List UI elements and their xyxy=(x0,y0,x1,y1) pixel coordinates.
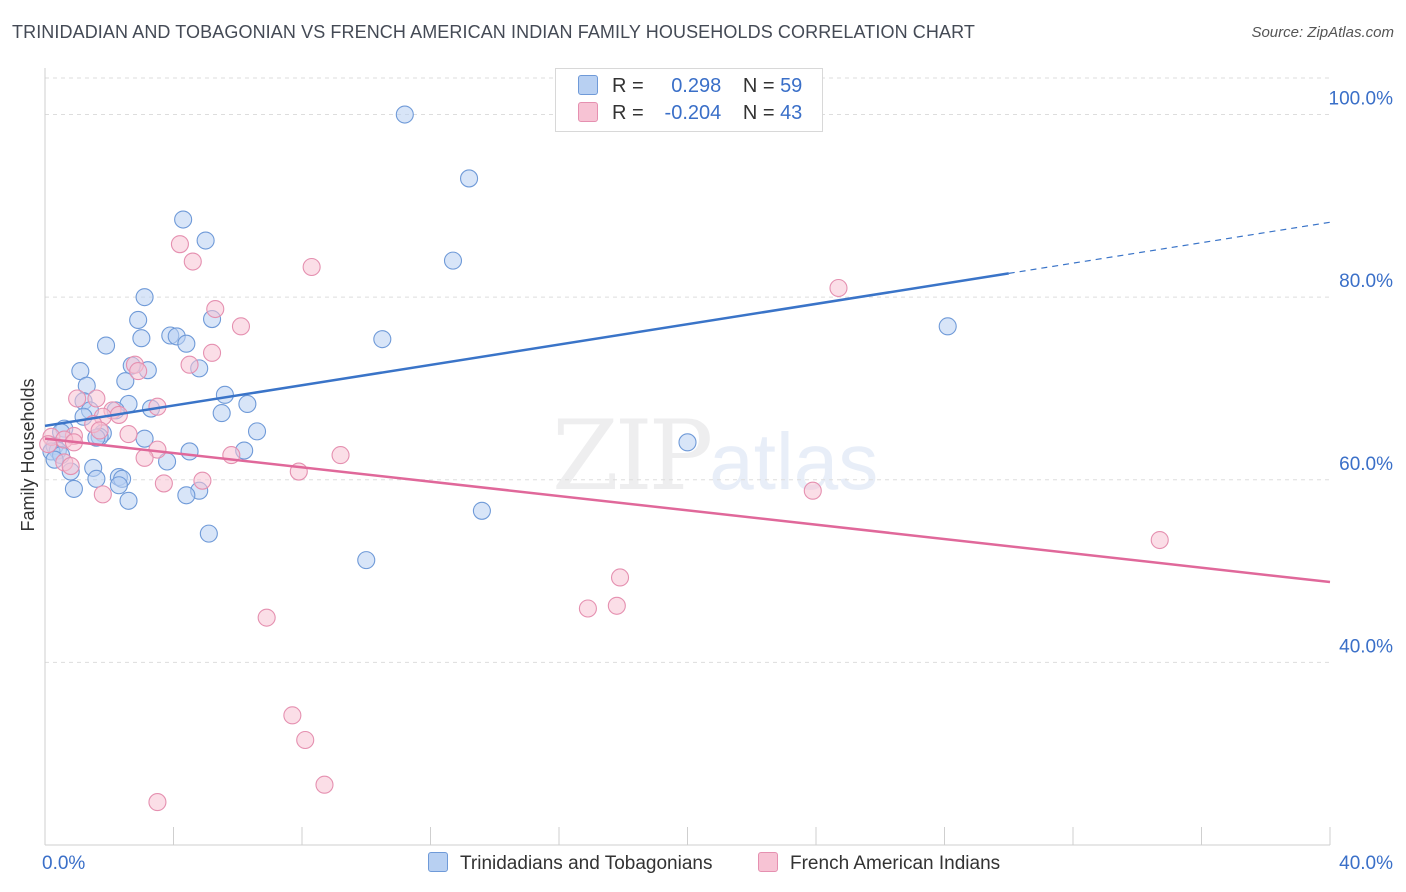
trend-line-trinidadian xyxy=(44,272,1009,428)
point-trinidadian xyxy=(196,231,215,250)
x-tick-label-min: 0.0% xyxy=(42,853,85,874)
legend-r-label: R = xyxy=(612,102,644,124)
series-name-blue: Trinidadians and Tobagonians xyxy=(460,853,713,874)
point-trinidadian xyxy=(174,210,193,229)
watermark-atlas: atlas xyxy=(709,417,879,506)
point-french-american-indian xyxy=(119,425,138,444)
point-french-american-indian xyxy=(193,471,212,490)
point-trinidadian xyxy=(177,486,196,505)
chart-source: Source: ZipAtlas.com xyxy=(1251,24,1394,41)
point-french-american-indian xyxy=(803,481,822,500)
y-tick-label: 40.0% xyxy=(1339,636,1393,657)
point-french-american-indian xyxy=(93,485,112,504)
point-french-american-indian xyxy=(183,252,202,271)
legend-n-value: 59 xyxy=(780,75,803,97)
point-trinidadian xyxy=(443,251,463,270)
point-french-american-indian xyxy=(154,474,173,493)
point-french-american-indian xyxy=(170,235,189,254)
trend-line-french-american-indian xyxy=(44,437,1331,584)
point-trinidadian xyxy=(132,329,151,348)
legend-r-value: -0.204 xyxy=(664,102,722,124)
point-french-american-indian xyxy=(829,278,848,298)
series-name-pink: French American Indians xyxy=(790,853,1001,874)
y-tick-label: 100.0% xyxy=(1329,89,1394,110)
watermark: ZIPatlas xyxy=(552,400,878,512)
point-french-american-indian xyxy=(296,730,315,750)
point-trinidadian xyxy=(238,394,257,414)
point-french-american-indian xyxy=(231,317,251,336)
point-french-american-indian xyxy=(87,389,106,408)
point-french-american-indian xyxy=(61,457,80,476)
point-french-american-indian xyxy=(283,706,302,725)
point-french-american-indian xyxy=(90,421,109,440)
point-trinidadian xyxy=(215,385,234,404)
y-tick-label: 60.0% xyxy=(1339,454,1393,475)
legend-n-label: N = xyxy=(742,102,775,124)
series-legend-blue: Trinidadians and Tobagonians xyxy=(428,852,712,875)
series-swatch-blue xyxy=(428,852,448,872)
point-trinidadian xyxy=(199,524,218,543)
point-french-american-indian xyxy=(206,299,225,319)
point-trinidadian xyxy=(459,169,479,188)
y-tick-label: 80.0% xyxy=(1339,271,1393,292)
trend-lines xyxy=(44,221,1331,584)
point-trinidadian xyxy=(357,551,376,570)
legend-n-value: 43 xyxy=(780,102,803,124)
point-french-american-indian xyxy=(257,608,276,627)
point-french-american-indian xyxy=(129,362,148,381)
point-trinidadian xyxy=(64,479,83,498)
legend-swatch-pink xyxy=(578,102,598,122)
point-french-american-indian xyxy=(1150,530,1169,550)
point-trinidadian xyxy=(938,317,957,336)
point-french-american-indian xyxy=(302,257,321,277)
watermark-zip: ZIP xyxy=(552,400,713,512)
point-french-american-indian xyxy=(607,596,626,615)
chart-title: TRINIDADIAN AND TOBAGONIAN VS FRENCH AME… xyxy=(12,22,975,42)
point-french-american-indian xyxy=(148,793,167,812)
trend-line-extension xyxy=(1008,221,1331,274)
point-trinidadian xyxy=(177,334,196,353)
point-trinidadian xyxy=(373,330,392,349)
point-french-american-indian xyxy=(135,448,154,467)
legend-row-blue: R = 0.298 N = 59 xyxy=(578,75,802,99)
point-french-american-indian xyxy=(68,389,87,408)
point-french-american-indian xyxy=(203,343,222,362)
legend-r-label: R = xyxy=(612,75,644,97)
legend-swatch-blue xyxy=(578,75,598,95)
legend-row-pink: R = -0.204 N = 43 xyxy=(578,102,802,126)
series-legend-pink: French American Indians xyxy=(758,852,1000,875)
point-french-american-indian xyxy=(331,446,350,465)
stats-legend: R = 0.298 N = 59 R = -0.204 N = 43 xyxy=(555,68,823,132)
point-trinidadian xyxy=(119,491,138,510)
data-points xyxy=(39,105,1169,812)
point-trinidadian xyxy=(678,433,697,452)
point-trinidadian xyxy=(180,442,199,461)
legend-n-label: N = xyxy=(742,75,775,97)
point-french-american-indian xyxy=(610,568,630,587)
legend-r-value: 0.298 xyxy=(671,75,722,97)
point-trinidadian xyxy=(87,469,106,488)
point-trinidadian xyxy=(247,422,267,441)
point-french-american-indian xyxy=(180,355,199,374)
point-trinidadian xyxy=(116,372,135,391)
grid-lines xyxy=(45,77,1330,663)
point-trinidadian xyxy=(96,336,116,355)
x-tick-label-max: 40.0% xyxy=(1339,853,1393,874)
point-trinidadian xyxy=(395,105,414,124)
point-trinidadian xyxy=(472,501,491,520)
point-trinidadian xyxy=(109,476,128,495)
point-french-american-indian xyxy=(315,775,334,794)
point-trinidadian xyxy=(135,288,154,307)
point-french-american-indian xyxy=(578,599,597,618)
y-axis-title: Family Households xyxy=(18,378,38,531)
axis-labels: 40.0% 60.0% 80.0% 100.0% 0.0% 40.0% Family Hou… xyxy=(18,89,1393,874)
point-trinidadian xyxy=(212,404,231,423)
series-swatch-pink xyxy=(758,852,778,872)
point-trinidadian xyxy=(129,310,148,330)
